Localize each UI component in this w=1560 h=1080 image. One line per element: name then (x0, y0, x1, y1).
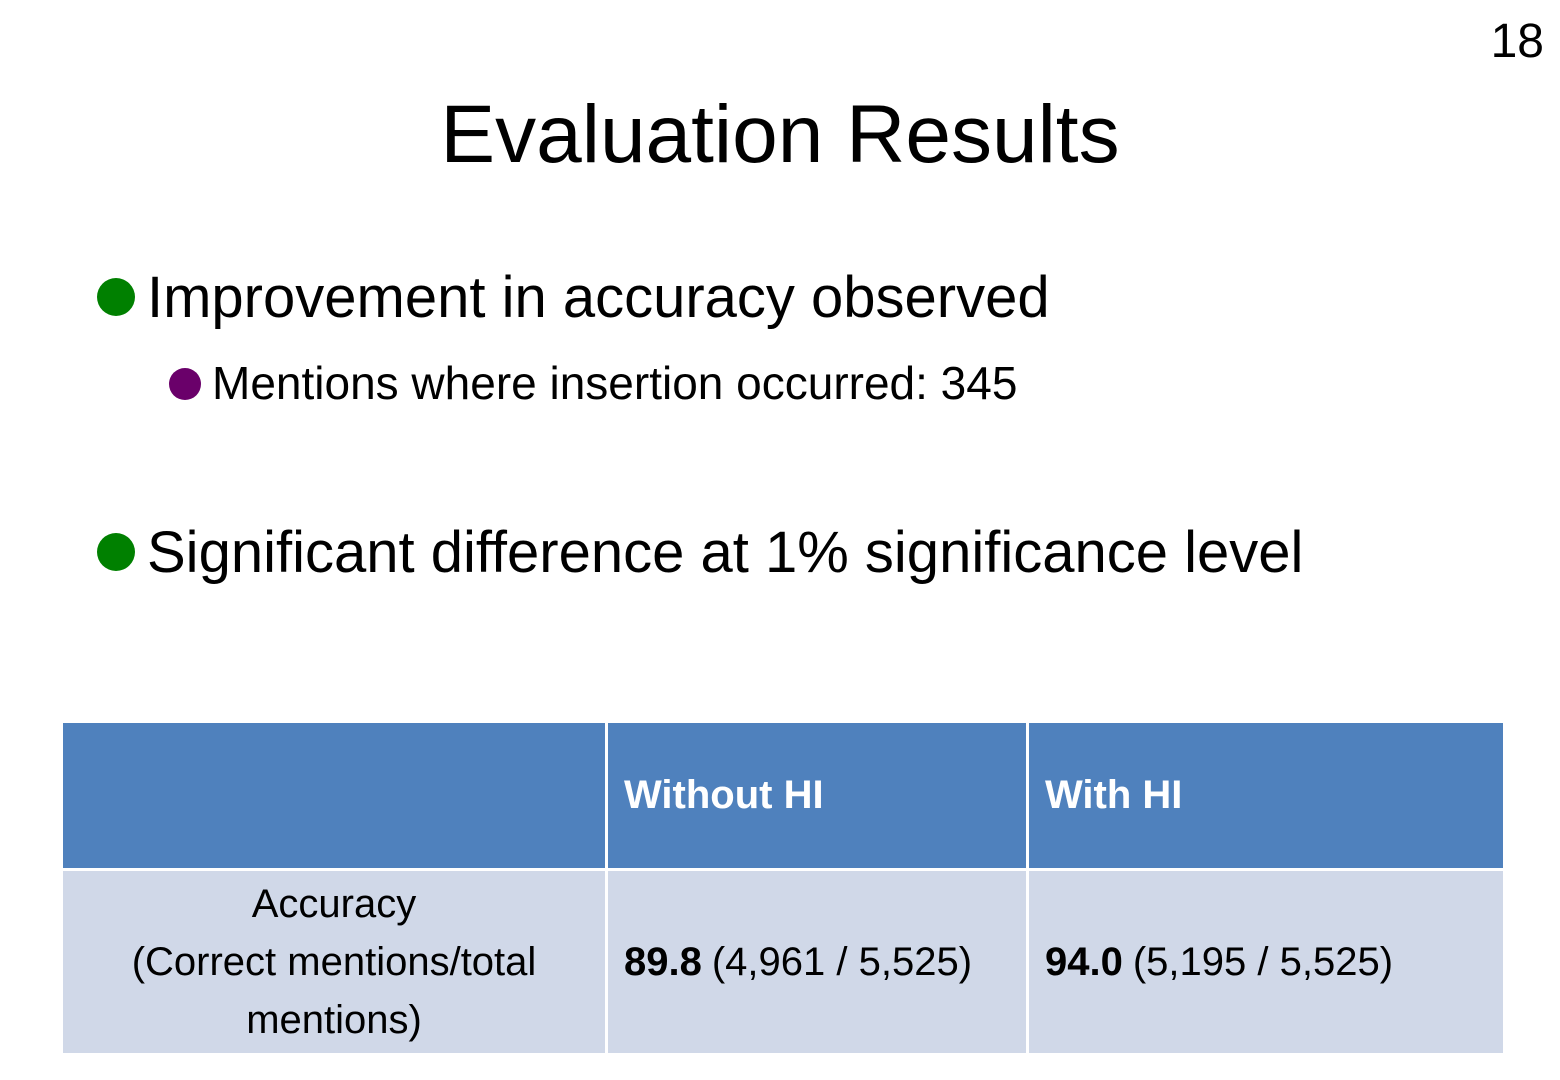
bullet-text: Improvement in accuracy observed (147, 265, 1050, 330)
header-cell: With HI (1026, 720, 1506, 871)
cell-value: 94.0 (1045, 939, 1123, 984)
data-cell: 89.8 (4,961 / 5,525) (605, 868, 1029, 1056)
sub-bullet-text: Mentions where insertion occurred: 345 (212, 357, 1018, 409)
bullet-dot (97, 533, 135, 571)
bullet-dot (97, 278, 135, 316)
header-cell: Without HI (605, 720, 1029, 871)
cell-value: 89.8 (624, 939, 702, 984)
sub-bullet-dot (169, 368, 201, 400)
slide-title: Evaluation Results (440, 89, 1120, 180)
bullet-text: Significant difference at 1% significanc… (147, 520, 1304, 585)
page-number: 18 (1490, 15, 1544, 68)
header-cell (60, 720, 608, 871)
results-table: Without HI With HI Accuracy (Correct men… (60, 720, 1506, 1056)
data-cell: 94.0 (5,195 / 5,525) (1026, 868, 1506, 1056)
row-label-note: (Correct mentions/total mentions) (131, 940, 537, 1042)
cell-detail: (5,195 / 5,525) (1132, 939, 1394, 984)
data-row: Accuracy (Correct mentions/total mention… (60, 868, 1506, 1056)
row-label-text: Accuracy (251, 882, 417, 926)
cell-detail: (4,961 / 5,525) (711, 939, 973, 984)
header-row: Without HI With HI (60, 720, 1506, 871)
row-label: Accuracy (Correct mentions/total mention… (60, 868, 608, 1056)
